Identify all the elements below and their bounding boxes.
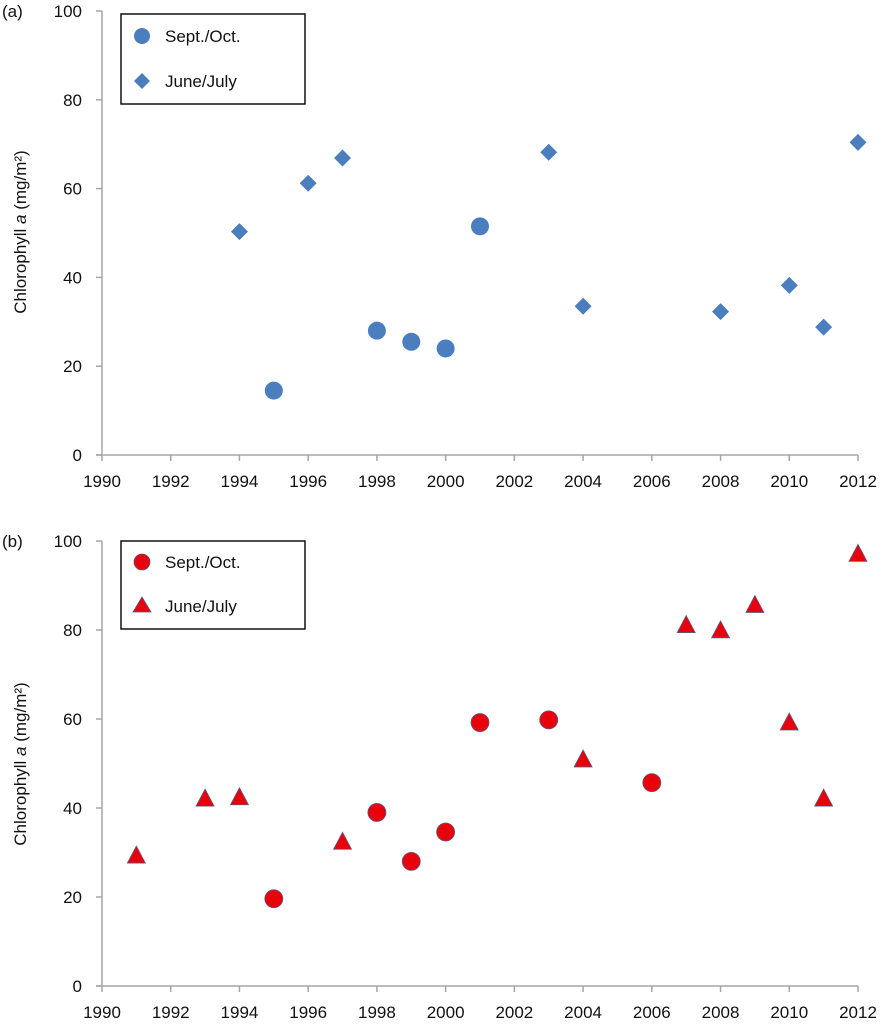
data-point-diamond [849,133,867,151]
panel-a: (a) Chlorophyll a (mg/m²) 0 20 40 60 80 100 19… [2,2,877,491]
x-tick-label: 1996 [289,1003,327,1022]
y-tick-label: 80 [63,91,82,110]
y-tick-label: 0 [73,977,82,996]
legend-label-sept-oct: Sept./Oct. [165,553,241,572]
legend: Sept./Oct. June/July [120,540,306,630]
data-point-circle [539,710,559,730]
x-tick-label: 2008 [702,1003,740,1022]
y-tick-label: 60 [63,180,82,199]
x-tick-label: 1990 [83,472,121,491]
panel-label: (b) [2,532,23,551]
legend-box [120,540,306,630]
x-tick-label: 2004 [564,472,602,491]
x-tick-label: 2004 [564,1003,602,1022]
data-point-diamond [334,149,352,167]
data-point-diamond [780,276,798,294]
x-tick-label: 1992 [152,472,190,491]
data-point-circle [471,217,489,236]
data-point-diamond [574,297,592,315]
x-tick-label: 2012 [839,472,877,491]
data-point-triangle [848,543,868,562]
data-point-triangle [745,594,765,613]
x-tick-label: 2000 [427,472,465,491]
y-tick-label: 0 [73,446,82,465]
axes [96,541,858,987]
data-point-diamond [230,223,248,241]
legend-label-sept-oct: Sept./Oct. [165,27,241,46]
data-point-triangle [676,614,696,633]
y-tick-label: 80 [63,621,82,640]
x-tick-label: 2006 [633,472,671,491]
data-point-triangle [332,831,353,850]
data-point-diamond [815,318,833,336]
legend-circle-icon [133,553,151,571]
x-tick-label: 1994 [221,472,259,491]
x-tick-label: 2012 [839,1003,877,1022]
legend-triangle-icon [132,596,152,613]
data-point-circle [642,773,662,793]
x-tick-label: 2006 [633,1003,671,1022]
data-point-triangle [573,749,593,768]
legend: Sept./Oct. June/July [120,13,306,105]
data-point-circle [401,852,421,871]
data-point-circle [402,332,421,351]
data-point-circle [436,822,456,842]
data-point-circle [436,339,455,358]
x-tick-label: 2000 [427,1003,465,1022]
x-tick-label: 1998 [358,472,396,491]
x-tick-label: 2002 [495,472,533,491]
ticks: 0 20 40 60 80 100 1990 1992 1994 1996 1998 2000 2002… [54,2,877,491]
data-marks [230,133,867,400]
y-tick-label: 40 [63,268,82,287]
panel-label: (a) [2,2,23,21]
legend-label-june-july: June/July [165,597,237,616]
x-tick-label: 2002 [495,1003,533,1022]
ticks: 0 20 40 60 80 100 1990 1992 1994 1996 1998 2000 2002… [54,532,877,1022]
y-axis-title: Chlorophyll a (mg/m²) [11,682,30,845]
x-tick-label: 1996 [289,472,327,491]
data-point-triangle [195,788,215,807]
x-tick-label: 1998 [358,1003,396,1022]
x-tick-label: 1994 [221,1003,259,1022]
data-point-triangle [779,712,799,731]
data-point-triangle [229,786,250,806]
y-tick-label: 60 [63,710,82,729]
y-tick-label: 100 [54,2,82,21]
data-point-circle [264,381,283,400]
data-point-circle [264,889,284,909]
data-point-diamond [299,174,317,192]
data-point-circle [470,713,490,732]
data-marks [126,543,868,909]
legend-box [120,13,306,105]
x-tick-label: 2010 [770,1003,808,1022]
data-point-circle [367,321,386,340]
y-tick-label: 20 [63,888,82,907]
data-point-triangle [710,620,731,639]
legend-label-june-july: June/July [165,72,237,91]
axes [96,11,858,456]
data-point-triangle [126,845,147,864]
x-tick-label: 1992 [152,1003,190,1022]
data-point-circle [367,803,387,822]
x-tick-label: 2008 [702,472,740,491]
legend-diamond-icon [134,73,150,89]
legend-circle-icon [134,28,150,44]
data-point-diamond [540,143,558,161]
y-tick-label: 20 [63,357,82,376]
x-tick-label: 2010 [770,472,808,491]
x-tick-label: 1990 [83,1003,121,1022]
y-tick-label: 100 [54,532,82,551]
data-point-triangle [813,788,834,807]
y-axis-title: Chlorophyll a (mg/m²) [11,150,30,313]
data-point-diamond [712,303,730,321]
y-tick-label: 40 [63,799,82,818]
panel-b: (b) Chlorophyll a (mg/m²) 0 20 40 60 80 100 19… [2,532,877,1022]
